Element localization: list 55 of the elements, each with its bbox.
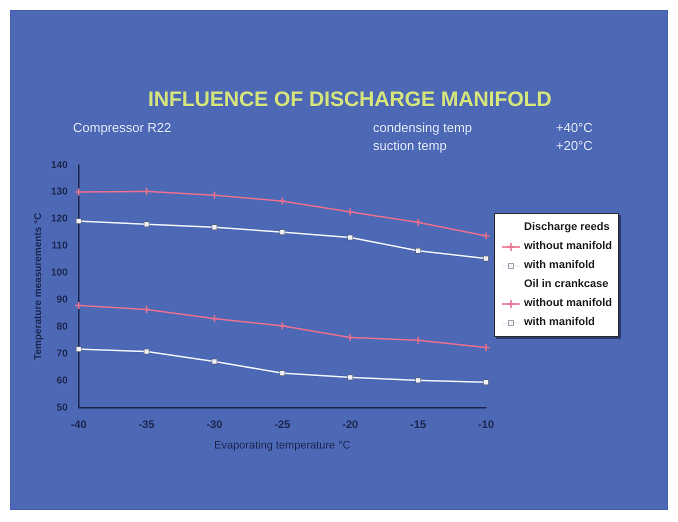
point	[76, 346, 82, 352]
text: Discharge reeds	[523, 220, 611, 235]
text: condensing temp	[373, 120, 472, 135]
point	[210, 314, 219, 323]
chart-title: INFLUENCE OF DISCHARGE MANIFOLD	[148, 88, 552, 112]
point	[212, 224, 218, 230]
point	[76, 218, 82, 224]
point	[483, 256, 489, 262]
y-tick-label: 120	[50, 214, 68, 225]
legend-label: without manifold	[523, 239, 612, 254]
x-tick-label: -25	[274, 419, 290, 432]
text: Oil in crankcase	[523, 277, 610, 292]
point	[348, 234, 353, 240]
x-tick-label: -35	[138, 419, 155, 432]
text: suction temp	[373, 138, 447, 153]
legend-label: with manifold	[523, 315, 596, 330]
point	[142, 305, 151, 314]
x-tick-label: -20	[342, 419, 358, 432]
point	[280, 229, 286, 235]
point	[278, 196, 287, 206]
y-tick-label: 90	[56, 294, 68, 306]
chart-subtitle: Compressor R22	[73, 120, 172, 135]
x-tick-label: -10	[478, 419, 494, 432]
text: +40°C	[556, 120, 593, 135]
point	[483, 380, 489, 385]
point	[144, 222, 150, 228]
point	[144, 348, 150, 354]
point	[415, 378, 421, 384]
point	[414, 336, 422, 344]
point	[414, 218, 422, 227]
x-tick-label: -30	[206, 419, 222, 432]
x-tick-label: -40	[70, 419, 87, 432]
y-tick-label: 80	[56, 321, 68, 332]
point	[415, 248, 421, 254]
y-tick-label: 100	[50, 268, 68, 279]
y-tick-label: 60	[56, 375, 68, 386]
point	[142, 187, 151, 196]
point	[346, 208, 354, 216]
y-axis-title: Temperature measurements °C	[32, 212, 44, 360]
y-tick-label: 140	[50, 160, 68, 171]
text: +20°C	[556, 138, 593, 153]
point	[278, 322, 287, 330]
point	[212, 358, 218, 364]
x-tick-label: -15	[410, 419, 426, 432]
point	[346, 333, 354, 342]
point	[210, 190, 219, 200]
point	[280, 370, 286, 376]
y-tick-label: 50	[56, 402, 68, 414]
y-tick-label: 130	[50, 186, 68, 198]
point	[348, 374, 353, 380]
legend-label: with manifold	[523, 258, 596, 273]
legend-label: without manifold	[523, 296, 612, 311]
x-axis-title: Evaporating temperature °C	[214, 439, 351, 452]
y-tick-label: 110	[52, 240, 68, 252]
y-tick-label: 70	[56, 348, 68, 360]
